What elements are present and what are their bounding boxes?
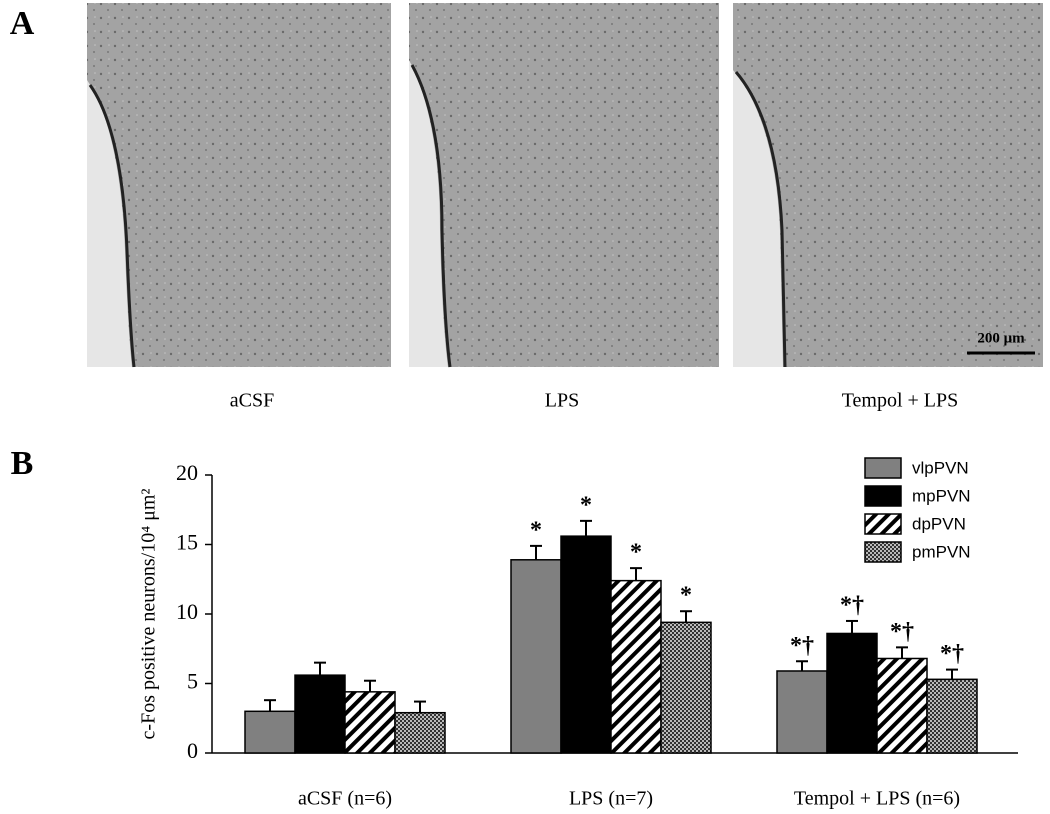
legend-swatch xyxy=(864,513,902,535)
micrograph xyxy=(409,3,719,368)
y-tick-label: 5 xyxy=(187,669,198,694)
legend-swatch xyxy=(864,457,902,479)
bar xyxy=(776,670,828,754)
legend-label: mpPVN xyxy=(912,486,971,505)
significance-mark: * xyxy=(580,492,592,518)
legend-label: vlpPVN xyxy=(912,458,969,477)
significance-mark: *† xyxy=(890,619,914,645)
bar xyxy=(560,535,612,754)
significance-mark: *† xyxy=(790,633,814,659)
significance-mark: *† xyxy=(840,592,864,618)
micrograph-label: LPS xyxy=(545,390,579,412)
legend-swatch xyxy=(864,541,902,563)
bar xyxy=(926,678,978,754)
significance-mark: * xyxy=(680,583,692,609)
bar xyxy=(660,621,712,754)
bar xyxy=(244,710,296,754)
x-tick-label: LPS (n=7) xyxy=(569,788,653,810)
bar xyxy=(510,559,562,754)
y-tick-label: 0 xyxy=(187,738,198,763)
legend-label: dpPVN xyxy=(912,514,966,533)
scale-bar-label: 200 μm xyxy=(977,330,1025,346)
y-tick-label: 15 xyxy=(176,530,198,555)
micrograph-label: Tempol + LPS xyxy=(842,390,959,412)
y-tick-label: 20 xyxy=(176,460,198,485)
x-tick-label: Tempol + LPS (n=6) xyxy=(794,788,960,810)
micrograph xyxy=(87,3,391,368)
significance-mark: * xyxy=(530,517,542,543)
bar xyxy=(344,691,396,754)
x-tick-label: aCSF (n=6) xyxy=(298,788,392,810)
bar xyxy=(610,579,662,754)
bar xyxy=(394,711,446,754)
bar xyxy=(826,632,878,754)
bar xyxy=(876,657,928,754)
bar xyxy=(294,674,346,754)
micrograph-label: aCSF xyxy=(230,390,274,412)
panel-label: B xyxy=(11,445,34,482)
y-axis-label: c-Fos positive neurons/10⁴ μm² xyxy=(138,489,160,740)
significance-mark: *† xyxy=(940,641,964,667)
significance-mark: * xyxy=(630,540,642,566)
panel-label: A xyxy=(10,5,35,42)
legend-swatch xyxy=(864,485,902,507)
y-tick-label: 10 xyxy=(176,599,198,624)
micrograph xyxy=(733,3,1043,368)
legend-label: pmPVN xyxy=(912,542,971,561)
